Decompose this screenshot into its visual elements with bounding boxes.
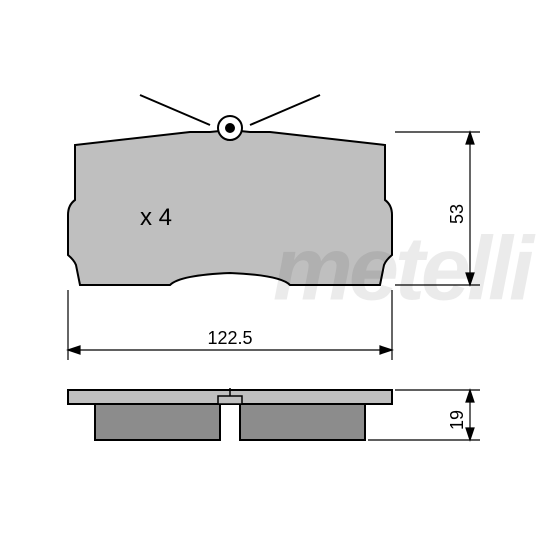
dim-height: 53 <box>395 132 480 285</box>
technical-drawing: x 4 122.5 53 <box>0 0 540 540</box>
dim-thickness-value: 19 <box>447 410 467 430</box>
dim-height-value: 53 <box>447 204 467 224</box>
side-view <box>68 388 392 440</box>
wear-indicator-clip <box>140 95 320 140</box>
front-view: x 4 <box>68 95 392 285</box>
friction-block-left <box>95 404 220 440</box>
friction-block-right <box>240 404 365 440</box>
pad-outline <box>68 130 392 285</box>
quantity-label: x 4 <box>140 204 172 231</box>
dim-width-value: 122.5 <box>207 328 252 348</box>
dim-width: 122.5 <box>68 290 392 360</box>
center-shim <box>218 396 242 404</box>
